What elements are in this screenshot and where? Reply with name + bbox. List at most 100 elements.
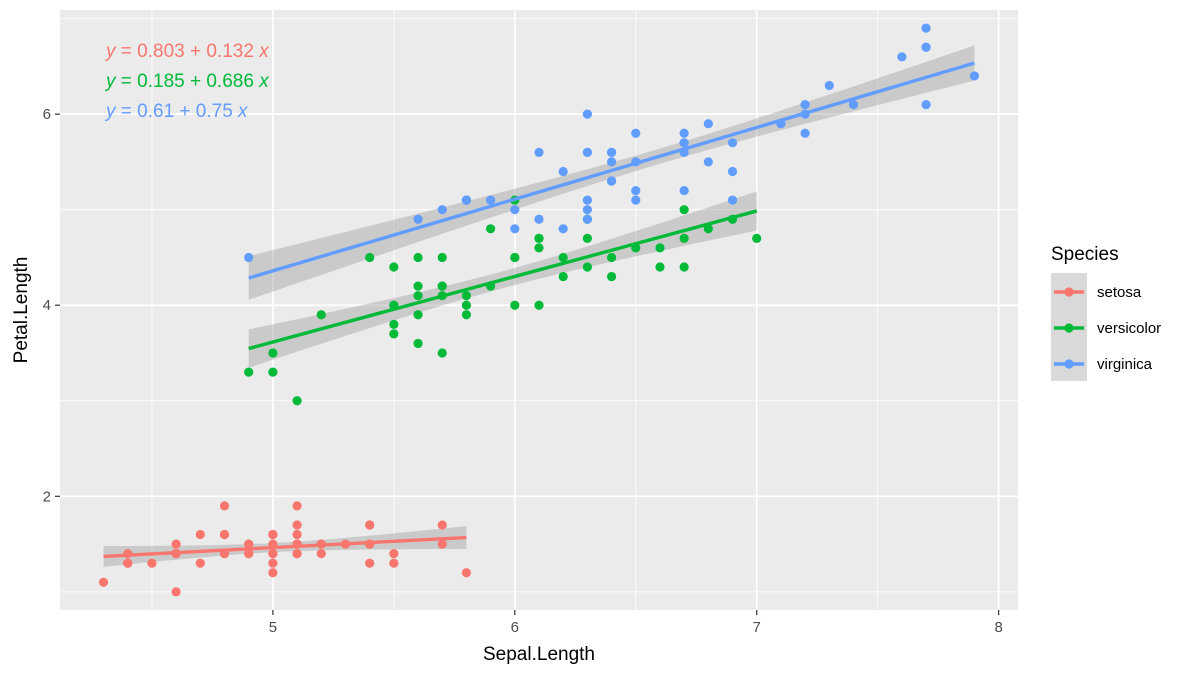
point-virginica — [800, 128, 810, 138]
confidence-band-virginica — [248, 45, 975, 300]
point-virginica — [582, 214, 592, 224]
point-setosa — [268, 558, 278, 568]
point-versicolor — [655, 262, 665, 272]
equation-versicolor: y = 0.185 + 0.686 x — [104, 71, 270, 92]
point-virginica — [558, 166, 568, 177]
point-versicolor — [437, 281, 447, 291]
point-virginica — [582, 109, 592, 119]
point-setosa — [292, 501, 302, 511]
point-versicolor — [461, 300, 472, 310]
equation-x-symbol: x — [258, 41, 270, 62]
point-versicolor — [486, 224, 496, 234]
point-virginica — [800, 99, 810, 110]
point-virginica — [582, 195, 592, 205]
point-virginica — [558, 224, 568, 234]
point-virginica — [727, 138, 738, 148]
point-versicolor — [655, 243, 665, 253]
point-versicolor — [510, 252, 520, 263]
legend-title: Species — [1051, 244, 1119, 265]
point-versicolor — [365, 252, 375, 263]
point-virginica — [679, 138, 689, 148]
point-setosa — [268, 568, 278, 578]
point-setosa — [268, 549, 278, 559]
point-versicolor — [558, 252, 568, 263]
fit-line-versicolor — [248, 209, 758, 351]
y-axis-title: Petal.Length — [11, 257, 32, 364]
point-versicolor — [292, 396, 302, 406]
point-virginica — [848, 99, 859, 110]
regression-equations: y = 0.803 + 0.132 xy = 0.185 + 0.686 xy … — [104, 41, 270, 122]
point-setosa — [365, 520, 375, 530]
equation-x-symbol: x — [237, 101, 249, 122]
point-virginica — [727, 166, 738, 177]
point-versicolor — [752, 233, 762, 243]
point-versicolor — [679, 262, 689, 272]
point-setosa — [292, 529, 302, 540]
point-versicolor — [413, 338, 423, 349]
point-versicolor — [534, 243, 544, 253]
point-versicolor — [268, 367, 278, 377]
point-virginica — [510, 224, 520, 234]
point-versicolor — [389, 329, 399, 339]
equation-x-symbol: x — [258, 71, 270, 92]
point-virginica — [921, 42, 931, 52]
point-virginica — [534, 147, 544, 157]
point-virginica — [631, 185, 641, 196]
fit-line-virginica — [248, 61, 975, 280]
x-tick-label: 7 — [753, 619, 761, 636]
point-virginica — [897, 52, 907, 62]
point-versicolor — [461, 291, 472, 301]
point-versicolor — [437, 252, 447, 263]
regression-lines — [103, 61, 975, 559]
point-setosa — [437, 539, 447, 549]
point-virginica — [486, 195, 496, 205]
point-setosa — [292, 549, 302, 559]
fit-line-setosa — [103, 535, 467, 559]
point-virginica — [510, 205, 520, 215]
point-versicolor — [582, 233, 592, 243]
point-virginica — [606, 176, 617, 186]
equation-coefficients: = 0.803 + 0.132 — [116, 41, 260, 62]
equation-virginica: y = 0.61 + 0.75 x — [104, 101, 249, 122]
point-setosa — [195, 558, 205, 568]
point-virginica — [921, 99, 931, 110]
point-versicolor — [389, 262, 399, 272]
point-virginica — [606, 157, 617, 167]
point-setosa — [292, 520, 302, 530]
point-setosa — [98, 577, 109, 587]
point-virginica — [631, 195, 641, 205]
point-virginica — [969, 71, 980, 81]
point-virginica — [606, 147, 617, 157]
point-versicolor — [606, 271, 617, 282]
legend-label-setosa: setosa — [1097, 284, 1142, 301]
point-virginica — [679, 185, 689, 196]
point-versicolor — [413, 281, 423, 291]
point-virginica — [437, 205, 447, 215]
point-setosa — [316, 549, 326, 559]
point-versicolor — [606, 252, 617, 263]
point-versicolor — [413, 310, 423, 320]
point-setosa — [389, 558, 399, 568]
point-versicolor — [679, 233, 689, 243]
point-setosa — [268, 529, 278, 540]
point-setosa — [244, 549, 254, 559]
legend-point-setosa — [1064, 287, 1074, 297]
point-virginica — [582, 147, 592, 157]
point-versicolor — [437, 348, 447, 358]
point-setosa — [171, 587, 181, 597]
point-virginica — [631, 128, 641, 138]
equation-setosa: y = 0.803 + 0.132 x — [104, 41, 270, 62]
x-tick-label: 6 — [511, 619, 519, 636]
point-setosa — [219, 501, 230, 511]
point-virginica — [703, 119, 713, 129]
y-tick-label: 6 — [43, 106, 51, 123]
point-setosa — [461, 568, 472, 578]
equation-y-symbol: y — [104, 101, 117, 122]
y-tick-label: 2 — [43, 488, 51, 505]
legend: Species setosa versicolor virginica — [1051, 244, 1161, 381]
equation-y-symbol: y — [104, 41, 117, 62]
point-versicolor — [413, 252, 423, 263]
point-versicolor — [582, 262, 592, 272]
point-virginica — [534, 214, 544, 224]
